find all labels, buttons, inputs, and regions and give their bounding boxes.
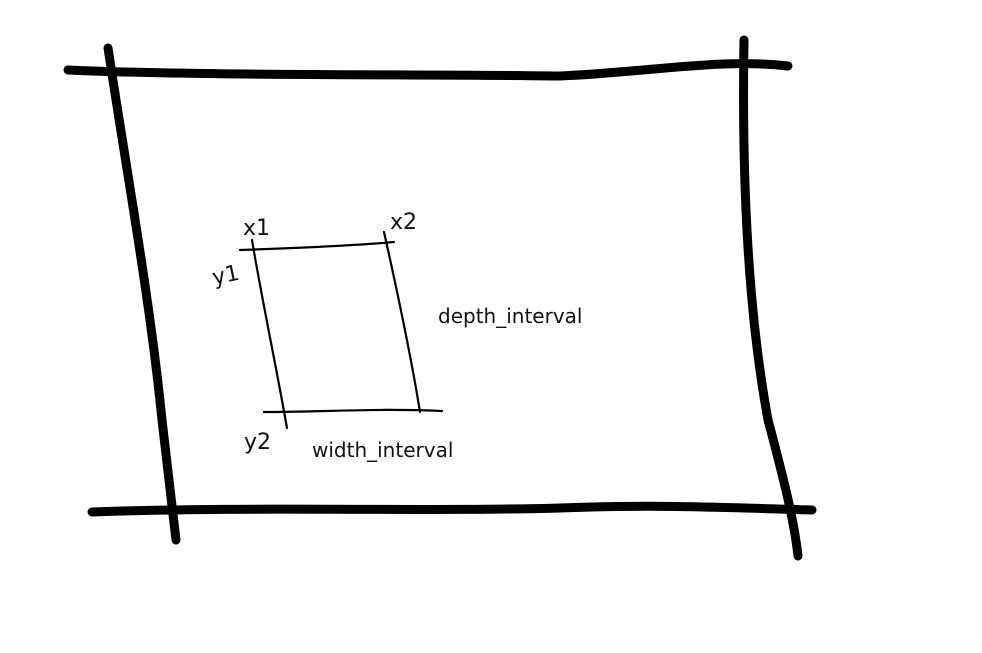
outer-frame-bottom-line [87,501,817,517]
inner-rect-bottom-line [262,408,444,414]
inner-rect-top-line [238,240,396,252]
label-y1: y1 [210,261,242,291]
inner-rect-right-line [382,230,422,414]
outer-frame-left-line [103,43,181,545]
label-width-interval: width_interval [312,438,453,462]
label-depth-interval: depth_interval [438,304,582,328]
outer-frame-top-line [63,59,793,81]
label-x1: x1 [243,216,270,241]
outer-frame-right-line [739,35,803,561]
label-y2: y2 [244,430,271,455]
label-x2: x2 [390,210,417,235]
inner-rect-left-line [250,238,289,430]
